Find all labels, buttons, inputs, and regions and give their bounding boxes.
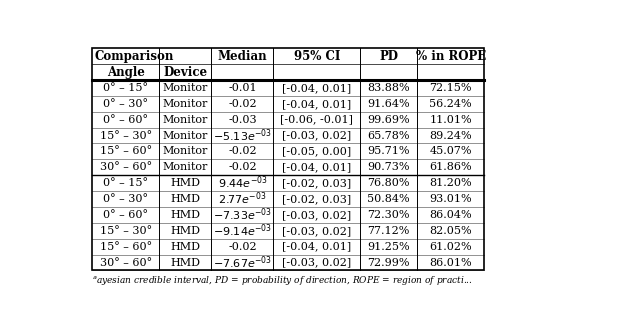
Text: 0° – 60°: 0° – 60°	[104, 210, 148, 220]
Text: 86.01%: 86.01%	[429, 257, 472, 268]
Text: 83.88%: 83.88%	[367, 83, 410, 93]
Text: [-0.04, 0.01]: [-0.04, 0.01]	[282, 162, 351, 172]
Text: HMD: HMD	[170, 210, 200, 220]
Text: 93.01%: 93.01%	[429, 194, 472, 204]
Text: [-0.04, 0.01]: [-0.04, 0.01]	[282, 83, 351, 93]
Text: 72.30%: 72.30%	[367, 210, 410, 220]
Text: HMD: HMD	[170, 178, 200, 188]
Text: [-0.03, 0.02]: [-0.03, 0.02]	[282, 257, 351, 268]
Text: 76.80%: 76.80%	[367, 178, 410, 188]
Text: 91.64%: 91.64%	[367, 99, 410, 109]
Text: 81.20%: 81.20%	[429, 178, 472, 188]
Text: -0.01: -0.01	[228, 83, 257, 93]
Text: 90.73%: 90.73%	[367, 162, 410, 172]
Bar	[92, 48, 484, 271]
Text: Median: Median	[218, 50, 268, 63]
Text: 15° – 60°: 15° – 60°	[100, 242, 152, 252]
Text: 95.71%: 95.71%	[367, 146, 410, 156]
Text: -0.02: -0.02	[228, 99, 257, 109]
Text: 72.15%: 72.15%	[429, 83, 472, 93]
Text: 15° – 30°: 15° – 30°	[100, 131, 152, 140]
Text: 50.84%: 50.84%	[367, 194, 410, 204]
Text: [-0.03, 0.02]: [-0.03, 0.02]	[282, 131, 351, 140]
Text: 0° – 15°: 0° – 15°	[104, 178, 148, 188]
Text: Monitor: Monitor	[163, 115, 208, 125]
Text: $-5.13e^{-03}$: $-5.13e^{-03}$	[213, 127, 272, 144]
Text: -0.02: -0.02	[228, 242, 257, 252]
Text: 61.02%: 61.02%	[429, 242, 472, 252]
Text: $-9.14e^{-03}$: $-9.14e^{-03}$	[213, 222, 272, 239]
Text: $^a$ayesian credible interval, PD = probability of direction, ROPE = region of p: $^a$ayesian credible interval, PD = prob…	[92, 274, 473, 287]
Text: $-7.67e^{-03}$: $-7.67e^{-03}$	[213, 254, 272, 271]
Text: 0° – 30°: 0° – 30°	[104, 99, 148, 109]
Text: 86.04%: 86.04%	[429, 210, 472, 220]
Text: 99.69%: 99.69%	[367, 115, 410, 125]
Text: 15° – 60°: 15° – 60°	[100, 146, 152, 156]
Text: Monitor: Monitor	[163, 162, 208, 172]
Text: HMD: HMD	[170, 194, 200, 204]
Text: Monitor: Monitor	[163, 131, 208, 140]
Text: 65.78%: 65.78%	[367, 131, 410, 140]
Text: [-0.06, -0.01]: [-0.06, -0.01]	[280, 115, 353, 125]
Text: 82.05%: 82.05%	[429, 226, 472, 236]
Text: [-0.03, 0.02]: [-0.03, 0.02]	[282, 226, 351, 236]
Text: [-0.05, 0.00]: [-0.05, 0.00]	[282, 146, 351, 156]
Text: Comparison: Comparison	[95, 50, 174, 63]
Text: PD: PD	[380, 50, 398, 63]
Text: 30° – 60°: 30° – 60°	[100, 162, 152, 172]
Text: 15° – 30°: 15° – 30°	[100, 226, 152, 236]
Text: [-0.02, 0.03]: [-0.02, 0.03]	[282, 194, 351, 204]
Text: 91.25%: 91.25%	[367, 242, 410, 252]
Text: 95% CI: 95% CI	[294, 50, 340, 63]
Text: Angle: Angle	[107, 66, 145, 78]
Text: HMD: HMD	[170, 226, 200, 236]
Text: -0.02: -0.02	[228, 146, 257, 156]
Text: HMD: HMD	[170, 257, 200, 268]
Text: % in ROPE: % in ROPE	[415, 50, 486, 63]
Text: [-0.02, 0.03]: [-0.02, 0.03]	[282, 178, 351, 188]
Text: -0.03: -0.03	[228, 115, 257, 125]
Text: 89.24%: 89.24%	[429, 131, 472, 140]
Text: 61.86%: 61.86%	[429, 162, 472, 172]
Text: 11.01%: 11.01%	[429, 115, 472, 125]
Text: 56.24%: 56.24%	[429, 99, 472, 109]
Text: [-0.03, 0.02]: [-0.03, 0.02]	[282, 210, 351, 220]
Text: 0° – 30°: 0° – 30°	[104, 194, 148, 204]
Text: [-0.04, 0.01]: [-0.04, 0.01]	[282, 242, 351, 252]
Text: -0.02: -0.02	[228, 162, 257, 172]
Text: 0° – 60°: 0° – 60°	[104, 115, 148, 125]
Text: 77.12%: 77.12%	[367, 226, 410, 236]
Text: Monitor: Monitor	[163, 83, 208, 93]
Text: Monitor: Monitor	[163, 146, 208, 156]
Text: $2.77e^{-03}$: $2.77e^{-03}$	[218, 191, 267, 207]
Text: $-7.33e^{-03}$: $-7.33e^{-03}$	[213, 207, 272, 223]
Text: 45.07%: 45.07%	[429, 146, 472, 156]
Text: HMD: HMD	[170, 242, 200, 252]
Text: 0° – 15°: 0° – 15°	[104, 83, 148, 93]
Text: Device: Device	[163, 66, 207, 78]
Text: [-0.04, 0.01]: [-0.04, 0.01]	[282, 99, 351, 109]
Text: $9.44e^{-03}$: $9.44e^{-03}$	[218, 175, 268, 192]
Text: 72.99%: 72.99%	[367, 257, 410, 268]
Text: Monitor: Monitor	[163, 99, 208, 109]
Text: 30° – 60°: 30° – 60°	[100, 257, 152, 268]
